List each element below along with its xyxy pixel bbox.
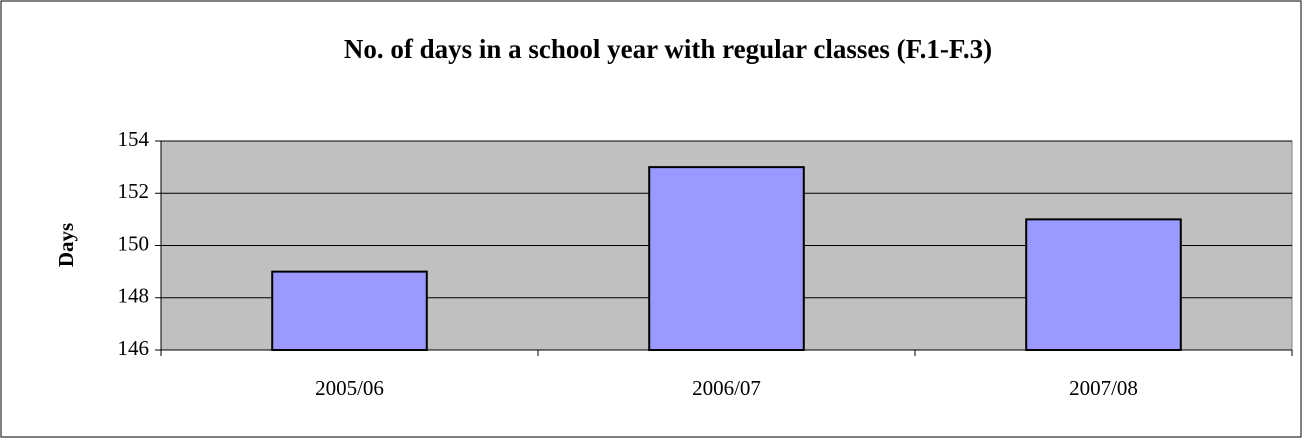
y-tick-label: 150 — [118, 231, 150, 255]
chart-title: No. of days in a school year with regula… — [344, 34, 992, 64]
bar — [1025, 218, 1182, 351]
x-tick-label: 2005/06 — [315, 376, 384, 400]
y-axis-label: Days — [54, 223, 78, 267]
x-tick-label: 2007/08 — [1069, 376, 1138, 400]
y-tick-label: 154 — [118, 127, 150, 151]
y-tick-label: 146 — [118, 336, 150, 360]
y-tick-label: 152 — [118, 179, 150, 203]
bar — [271, 270, 428, 351]
bar — [648, 166, 805, 351]
x-tick-label: 2006/07 — [692, 376, 761, 400]
y-tick-label: 148 — [118, 284, 150, 308]
